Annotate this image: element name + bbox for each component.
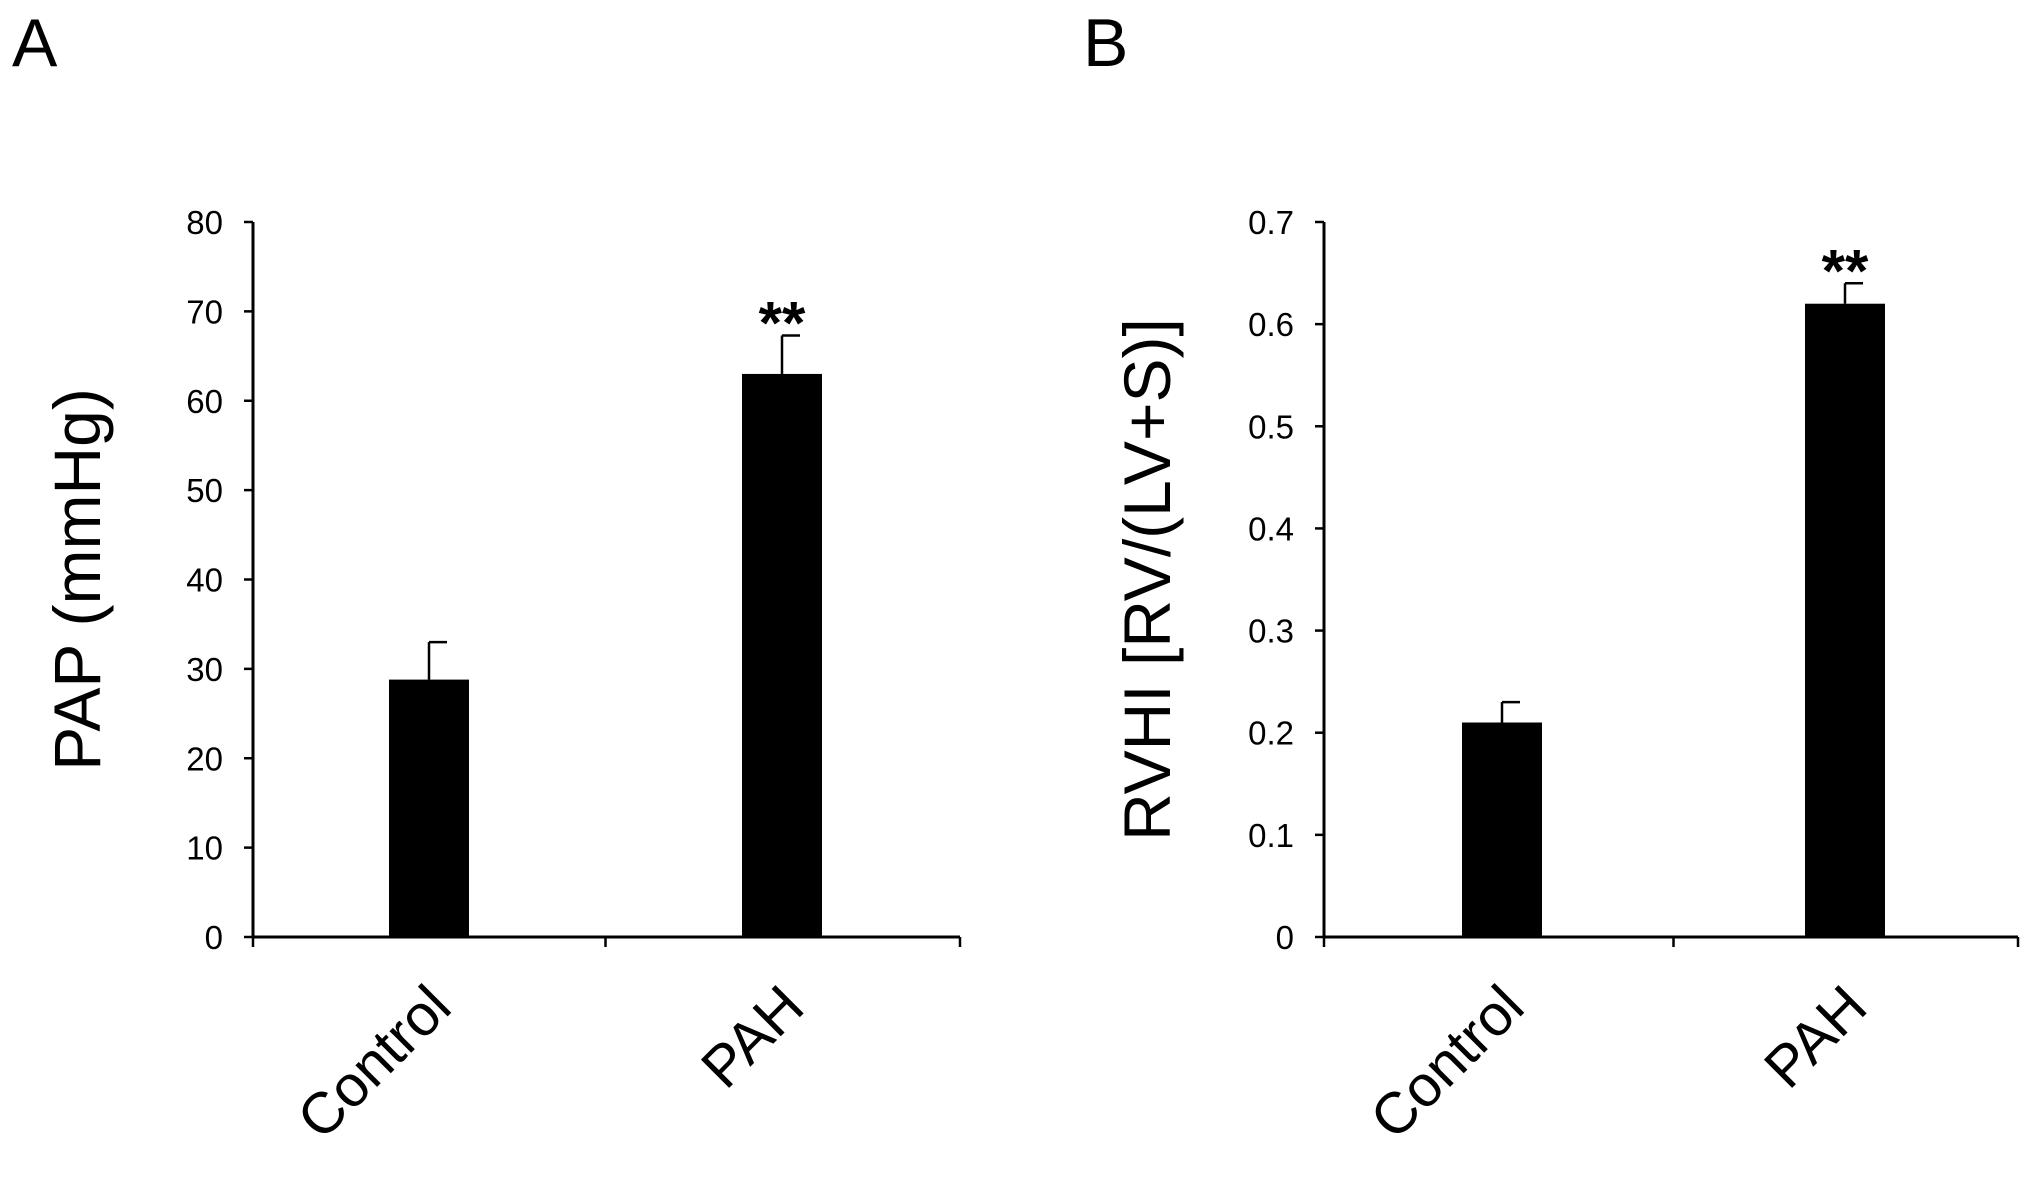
panel-letter: B	[1083, 5, 1128, 81]
y-tick-label: 0.1	[1248, 817, 1294, 854]
y-tick-label: 60	[186, 383, 223, 420]
y-tick-label: 0	[1276, 919, 1294, 956]
y-tick-label: 0.4	[1248, 510, 1294, 547]
category-label-control: Control	[1358, 973, 1536, 1151]
significance-marker: **	[1822, 237, 1869, 304]
y-tick-label: 40	[186, 562, 223, 599]
y-tick-label: 70	[186, 293, 223, 330]
y-tick-label: 0	[205, 919, 223, 956]
y-tick-label: 0.6	[1248, 306, 1294, 343]
y-axis-title: PAP (mmHg)	[40, 388, 114, 771]
y-tick-label: 0.3	[1248, 613, 1294, 650]
bar-control	[1462, 722, 1542, 937]
y-tick-label: 10	[186, 830, 223, 867]
y-tick-label: 0.7	[1248, 204, 1294, 241]
y-tick-label: 80	[186, 204, 223, 241]
significance-marker: **	[759, 290, 806, 357]
y-tick-label: 20	[186, 740, 223, 777]
bar-pah	[742, 373, 822, 937]
chart-panel-b: B 0 0.1 0.2 0.3 0.4 0.5 0.6 0.7 RVHI [RV/(LV+S)] C…	[1083, 5, 2020, 1151]
y-tick-label: 0.2	[1248, 715, 1294, 752]
y-tick-label: 50	[186, 472, 223, 509]
chart-panel-a: A 0 10 20 30 40 50 60 70 80 PAP (mmHg) Control ** PAH	[12, 5, 962, 1151]
panel-letter: A	[12, 5, 58, 81]
bar-pah	[1805, 303, 1885, 937]
y-tick-label: 0.5	[1248, 408, 1294, 445]
category-label-control: Control	[285, 973, 463, 1151]
y-axis-title: RVHI [RV/(LV+S)]	[1110, 318, 1184, 841]
y-tick-label: 30	[186, 651, 223, 688]
category-label-pah: PAH	[689, 973, 816, 1100]
category-label-pah: PAH	[1752, 973, 1879, 1100]
bar-control	[389, 679, 469, 937]
